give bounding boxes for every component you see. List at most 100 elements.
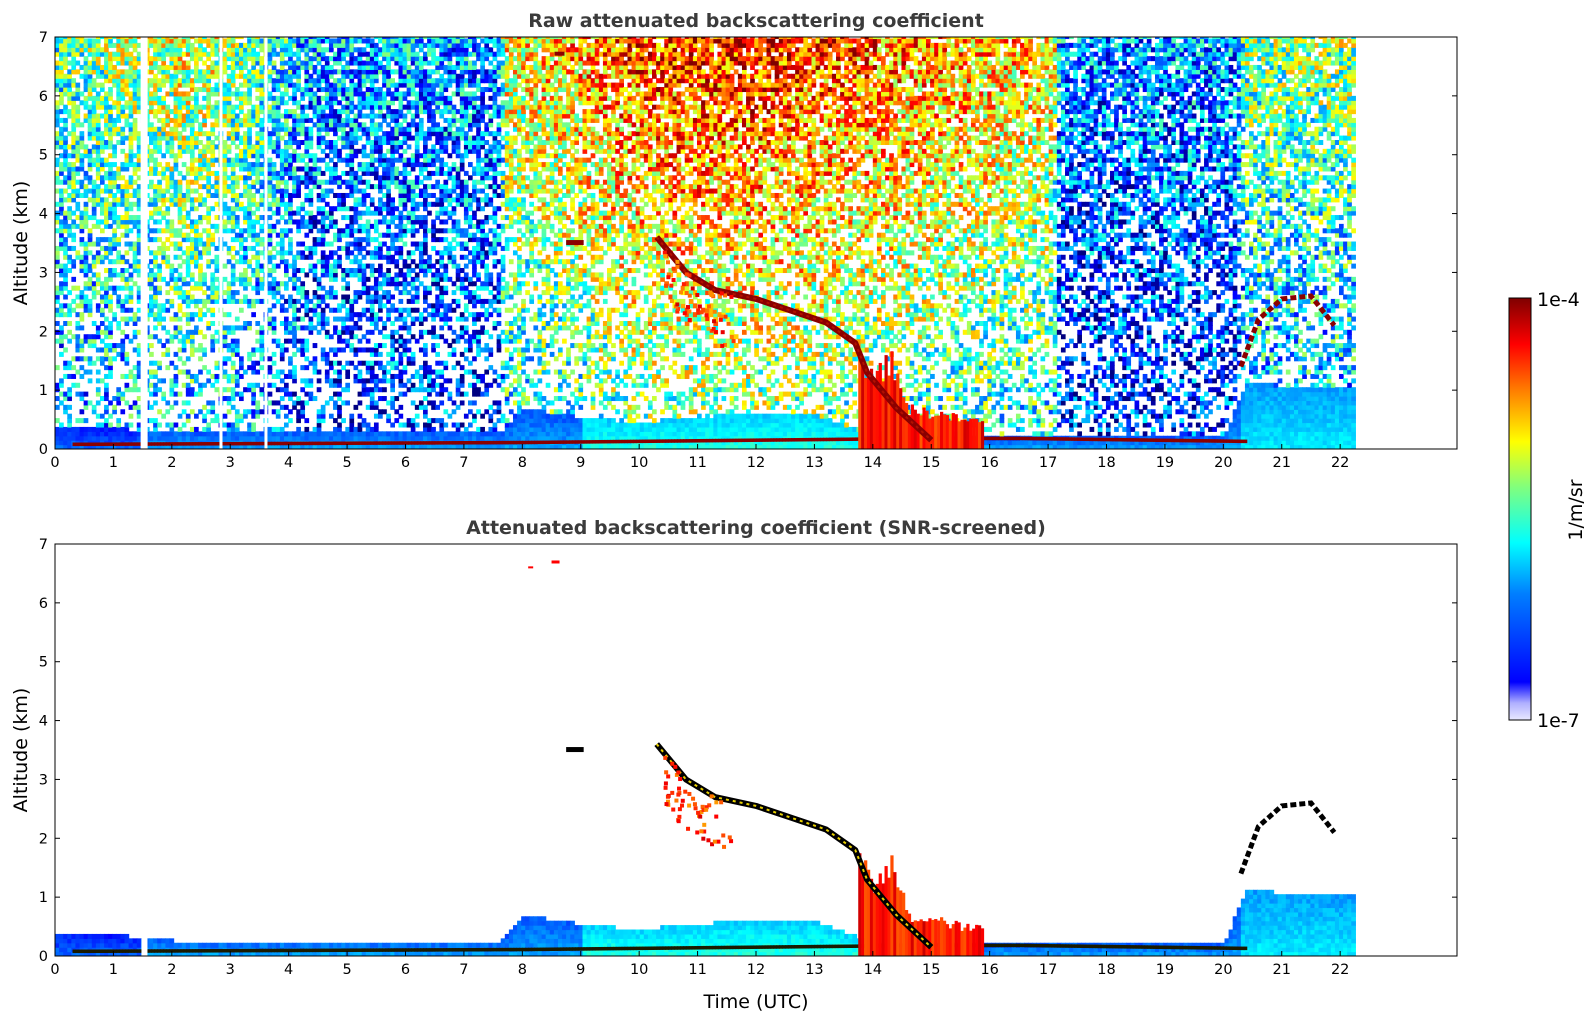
heatmap-cell bbox=[116, 431, 121, 436]
heatmap-cell bbox=[84, 400, 89, 405]
heatmap-cell bbox=[186, 312, 191, 317]
heatmap-cell bbox=[149, 272, 154, 277]
heatmap-cell bbox=[186, 215, 191, 220]
heatmap-cell bbox=[55, 330, 60, 335]
heatmap-cell bbox=[202, 74, 207, 79]
heatmap-cell bbox=[194, 374, 199, 379]
heatmap-cell bbox=[129, 193, 134, 198]
heatmap-cell bbox=[104, 347, 109, 352]
heatmap-cell bbox=[186, 52, 191, 57]
heatmap-cell bbox=[104, 61, 109, 66]
heatmap-cell bbox=[112, 246, 117, 251]
heatmap-cell bbox=[88, 149, 93, 154]
heatmap-cell bbox=[96, 158, 101, 163]
heatmap-cell bbox=[206, 427, 211, 432]
heatmap-cell bbox=[92, 149, 97, 154]
heatmap-cell bbox=[67, 431, 72, 436]
heatmap-cell bbox=[182, 96, 187, 101]
heatmap-cell bbox=[88, 105, 93, 110]
heatmap-cell bbox=[206, 109, 211, 114]
heatmap-cell bbox=[84, 211, 89, 216]
heatmap-cell bbox=[157, 189, 162, 194]
heatmap-cell bbox=[161, 392, 166, 397]
heatmap-cell bbox=[149, 295, 154, 300]
heatmap-cell bbox=[100, 431, 105, 436]
heatmap-cell bbox=[202, 184, 207, 189]
heatmap-cell bbox=[59, 281, 64, 286]
heatmap-cell bbox=[112, 272, 117, 277]
heatmap-cell bbox=[206, 378, 211, 383]
heatmap-cell bbox=[108, 423, 113, 428]
heatmap-cell bbox=[125, 277, 130, 282]
heatmap-cell bbox=[84, 87, 89, 92]
heatmap-cell bbox=[92, 136, 97, 141]
heatmap-cell bbox=[129, 317, 134, 322]
heatmap-cell bbox=[96, 189, 101, 194]
heatmap-cell bbox=[210, 114, 215, 119]
heatmap-cell bbox=[169, 334, 174, 339]
heatmap-cell bbox=[149, 303, 154, 308]
heatmap-cell bbox=[75, 114, 80, 119]
heatmap-cell bbox=[202, 299, 207, 304]
heatmap-cell bbox=[55, 299, 60, 304]
heatmap-cell bbox=[194, 56, 199, 61]
heatmap-cell bbox=[206, 423, 211, 428]
heatmap-cell bbox=[157, 100, 162, 105]
heatmap-cell bbox=[194, 105, 199, 110]
heatmap-cell bbox=[120, 277, 125, 282]
heatmap-cell bbox=[125, 281, 130, 286]
heatmap-cell bbox=[120, 308, 125, 313]
heatmap-cell bbox=[186, 65, 191, 70]
heatmap-cell bbox=[59, 237, 64, 242]
heatmap-cell bbox=[84, 149, 89, 154]
heatmap-cell bbox=[100, 144, 105, 149]
heatmap-cell bbox=[174, 290, 179, 295]
heatmap-cell bbox=[194, 255, 199, 260]
heatmap-cell bbox=[133, 65, 138, 70]
heatmap-cell bbox=[75, 255, 80, 260]
heatmap-cell bbox=[206, 184, 211, 189]
heatmap-cell bbox=[149, 122, 154, 127]
heatmap-cell bbox=[153, 162, 158, 167]
heatmap-cell bbox=[129, 61, 134, 66]
heatmap-cell bbox=[186, 334, 191, 339]
heatmap-cell bbox=[67, 193, 72, 198]
heatmap-cell bbox=[112, 100, 117, 105]
heatmap-cell bbox=[108, 250, 113, 255]
heatmap-cell bbox=[149, 56, 154, 61]
heatmap-cell bbox=[190, 299, 195, 304]
heatmap-cell bbox=[125, 87, 130, 92]
heatmap-cell bbox=[67, 87, 72, 92]
heatmap-cell bbox=[182, 290, 187, 295]
heatmap-cell bbox=[67, 436, 72, 441]
heatmap-cell bbox=[190, 392, 195, 397]
heatmap-cell bbox=[149, 259, 154, 264]
heatmap-cell bbox=[165, 91, 170, 96]
heatmap-cell bbox=[88, 180, 93, 185]
heatmap-cell bbox=[96, 61, 101, 66]
heatmap-cell bbox=[210, 65, 215, 70]
heatmap-cell bbox=[71, 286, 76, 291]
heatmap-cell bbox=[182, 400, 187, 405]
heatmap-cell bbox=[92, 100, 97, 105]
heatmap-cell bbox=[161, 250, 166, 255]
heatmap-cell bbox=[133, 259, 138, 264]
heatmap-cell bbox=[116, 418, 121, 423]
heatmap-cell bbox=[88, 189, 93, 194]
heatmap-cell bbox=[80, 259, 85, 264]
heatmap-cell bbox=[161, 242, 166, 247]
heatmap-cell bbox=[149, 352, 154, 357]
heatmap-cell bbox=[100, 237, 105, 242]
heatmap-cell bbox=[63, 87, 68, 92]
heatmap-cell bbox=[129, 153, 134, 158]
raw-panel-title: Raw attenuated backscattering coefficien… bbox=[528, 10, 984, 32]
heatmap-cell bbox=[108, 131, 113, 136]
heatmap-cell bbox=[75, 38, 80, 43]
heatmap-cell bbox=[125, 189, 130, 194]
heatmap-cell bbox=[116, 171, 121, 176]
heatmap-cell bbox=[165, 109, 170, 114]
heatmap-cell bbox=[149, 202, 154, 207]
heatmap-cell bbox=[198, 215, 203, 220]
heatmap-cell bbox=[174, 38, 179, 43]
heatmap-cell bbox=[202, 347, 207, 352]
